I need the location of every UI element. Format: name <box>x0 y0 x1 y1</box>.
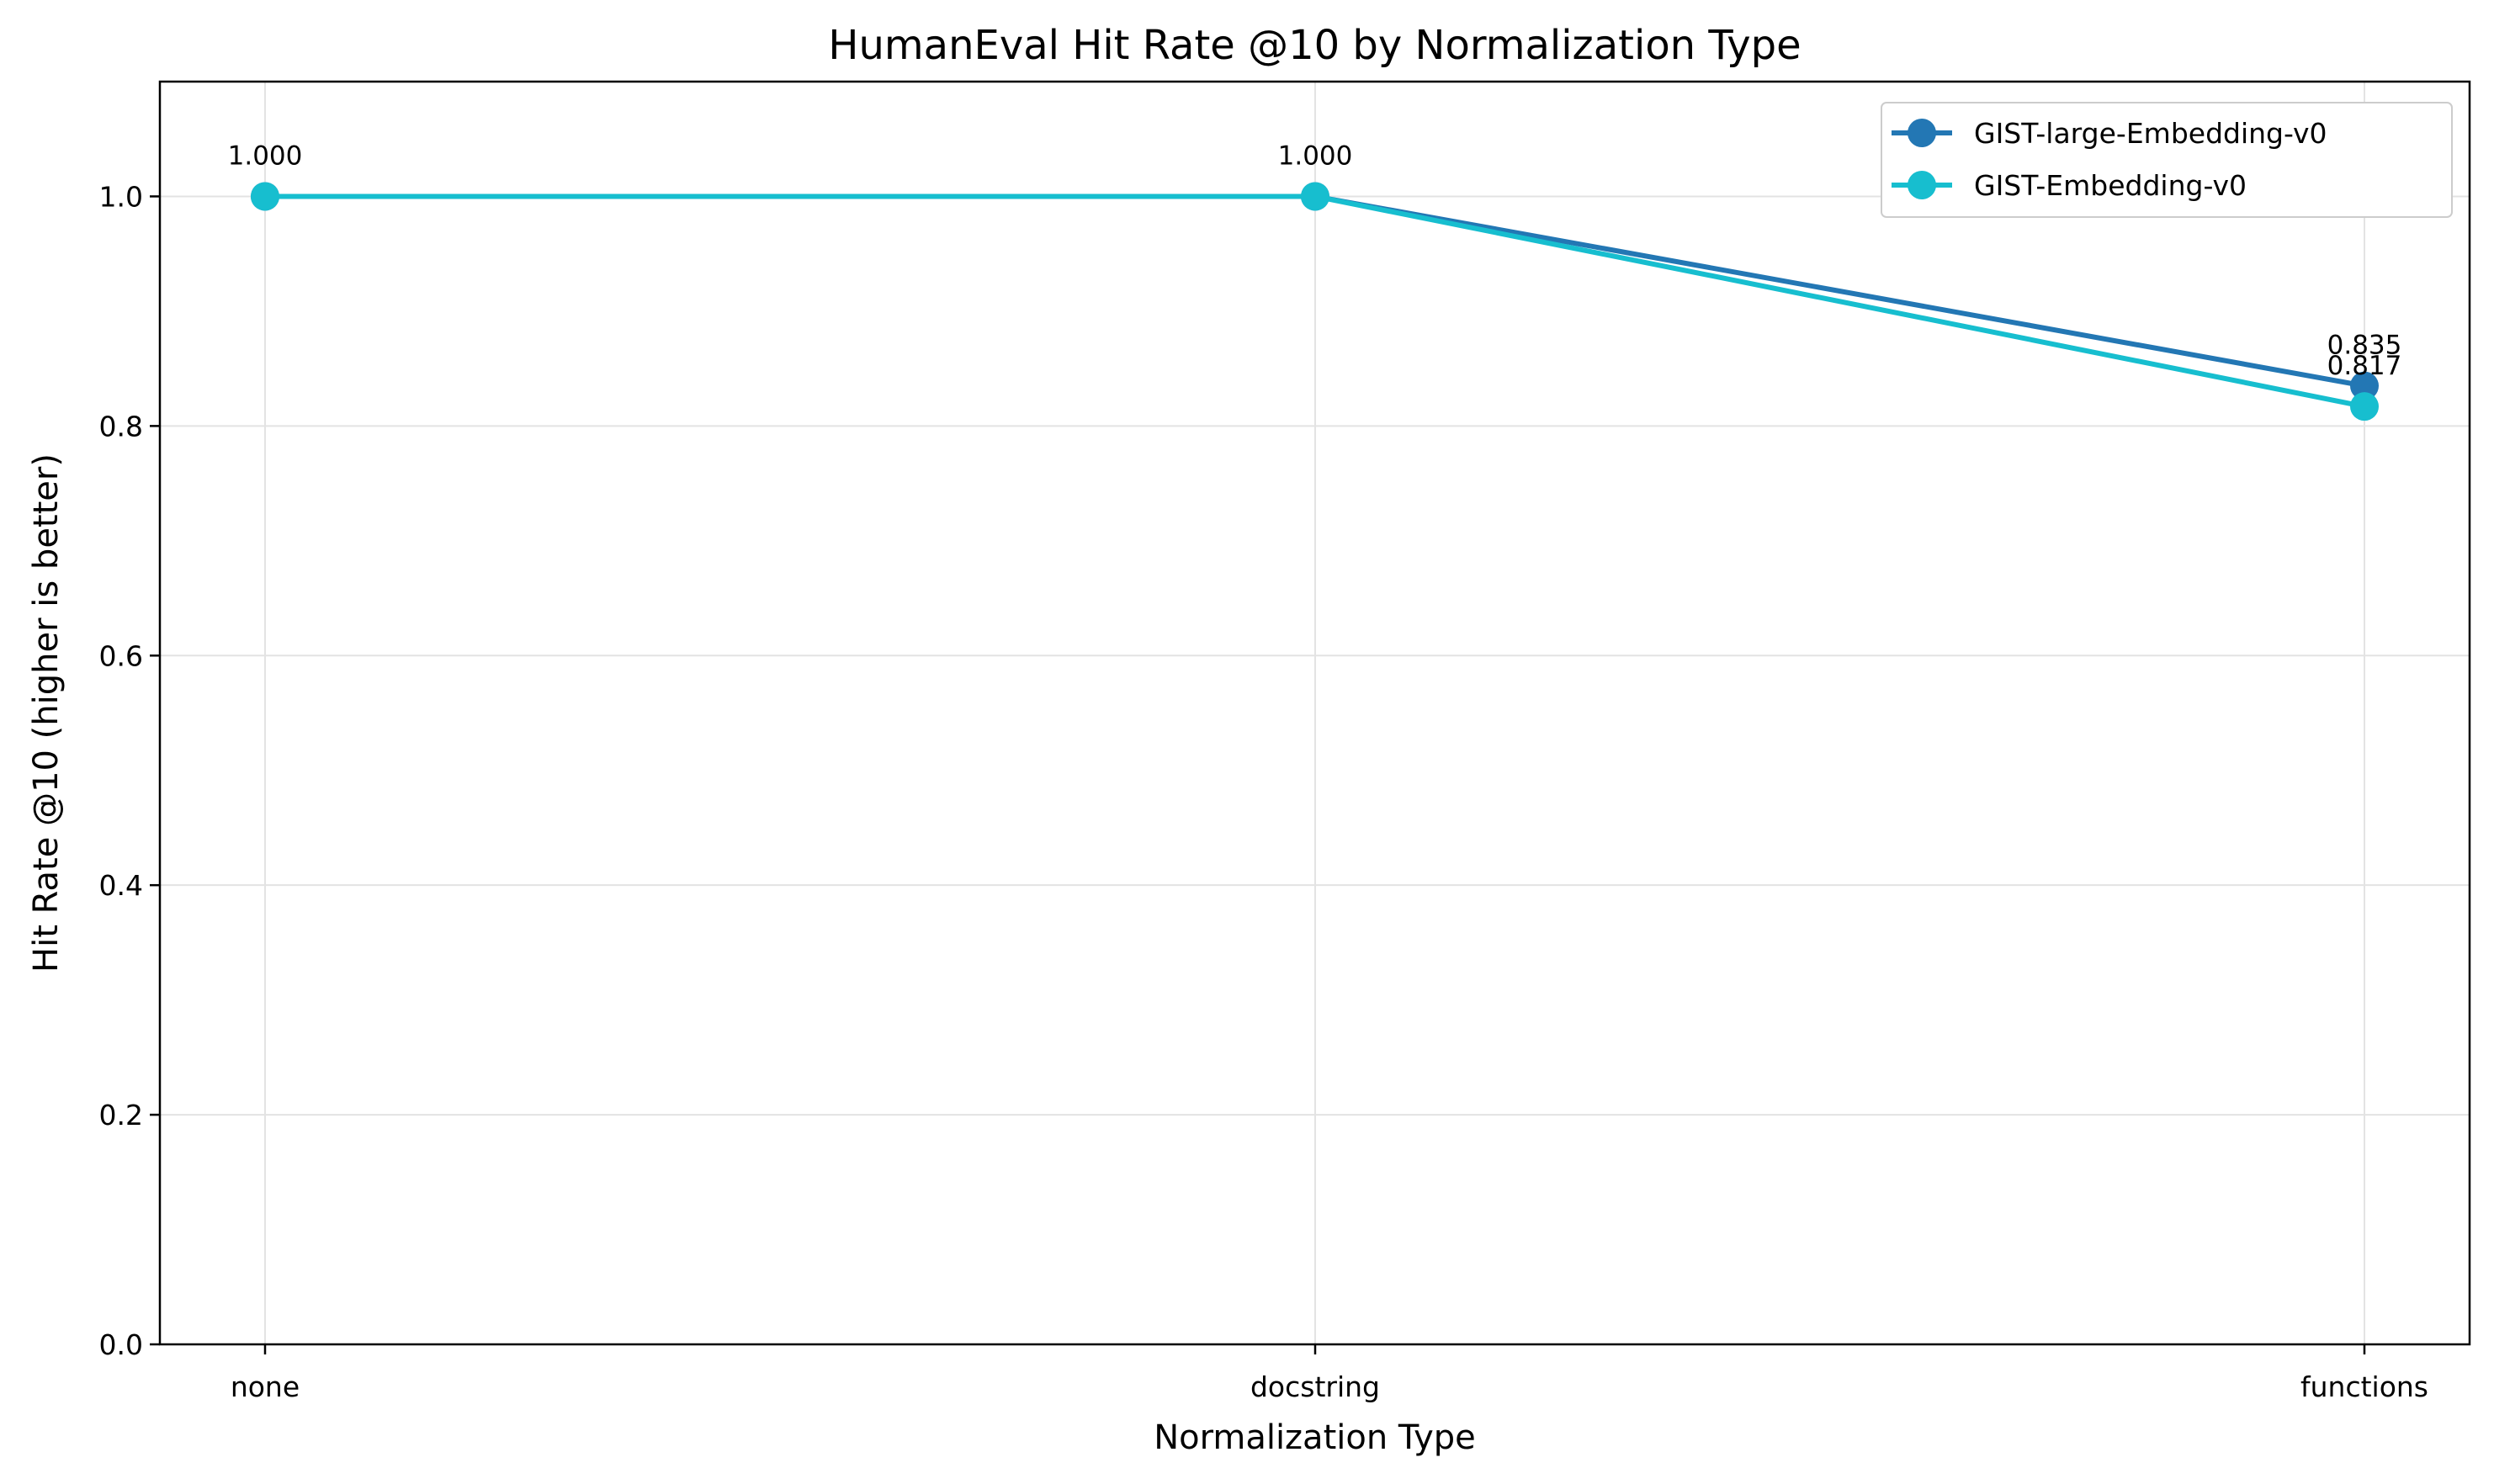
y-tick-label: 0.4 <box>99 869 143 902</box>
y-tick-label: 0.8 <box>99 410 143 443</box>
x-tick-label: none <box>231 1370 300 1403</box>
legend-marker <box>1908 119 1936 147</box>
x-axis-label: Normalization Type <box>1154 1418 1476 1457</box>
x-tick-label: docstring <box>1250 1370 1380 1403</box>
ticks: 0.0 0.2 0.4 0.6 0.8 1.0 none docstring functions <box>99 180 2428 1403</box>
legend-label: GIST-Embedding-v0 <box>1974 169 2247 202</box>
data-point <box>1301 182 1329 211</box>
x-tick-label: functions <box>2300 1370 2428 1403</box>
data-label: 0.817 <box>2327 351 2402 381</box>
y-tick-label: 1.0 <box>99 180 143 213</box>
legend-box <box>1881 102 2453 218</box>
legend: GIST-large-Embedding-v0 GIST-Embedding-v0 <box>1881 102 2453 218</box>
chart-title: HumanEval Hit Rate @10 by Normalization … <box>828 22 1801 69</box>
data-point <box>251 182 279 211</box>
data-label: 1.000 <box>228 140 303 171</box>
data-point <box>2350 392 2379 421</box>
legend-marker <box>1908 171 1936 199</box>
data-label: 0.835 <box>2327 331 2402 361</box>
y-tick-label: 0.2 <box>99 1099 143 1132</box>
y-axis-label: Hit Rate @10 (higher is better) <box>27 453 66 973</box>
series-layer <box>251 182 2379 421</box>
y-tick-label: 0.0 <box>99 1328 143 1361</box>
data-point <box>2350 371 2379 400</box>
legend-label: GIST-large-Embedding-v0 <box>1974 117 2327 150</box>
y-tick-label: 0.6 <box>99 639 143 672</box>
data-label: 1.000 <box>1278 140 1353 171</box>
